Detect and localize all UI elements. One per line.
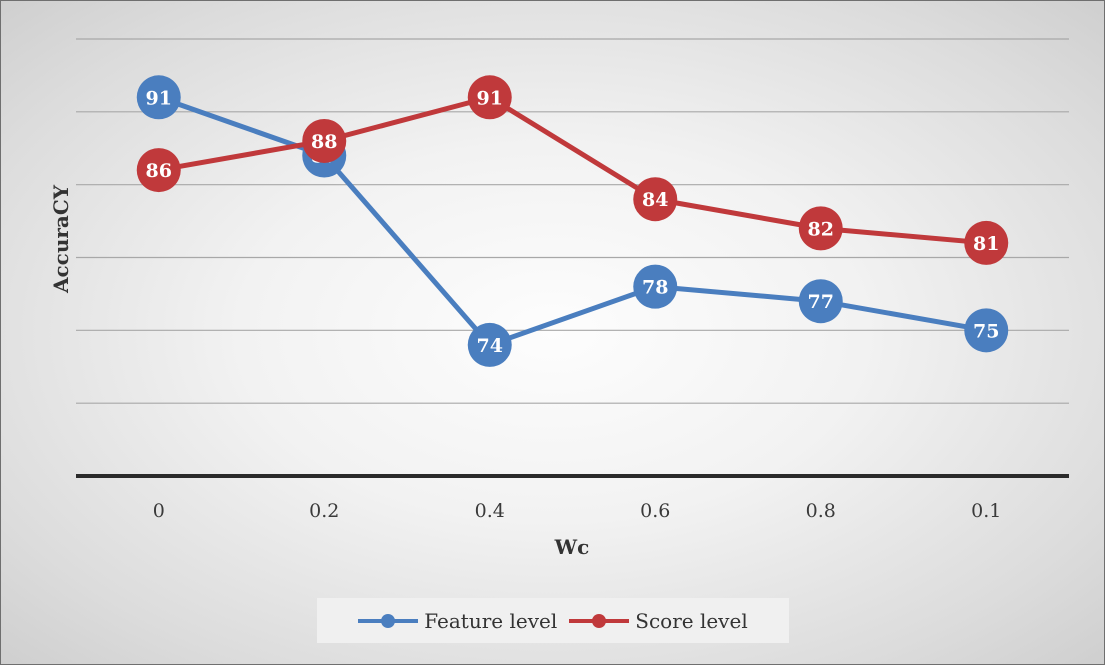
x-tick-label: 0.4: [475, 500, 505, 522]
data-point[interactable]: [798, 206, 843, 251]
x-tick-label: 0.8: [806, 500, 836, 522]
grid-lines: [76, 38, 1069, 404]
series-line: [156, 94, 989, 246]
series-score-level: 86 88 91 84 82 81: [136, 75, 1009, 265]
data-label: 75: [973, 320, 999, 342]
y-axis-title: AccuraCY: [49, 184, 73, 294]
x-tick-label: 0: [153, 500, 165, 522]
data-label: 88: [311, 131, 337, 153]
x-axis-title: Wc: [554, 535, 590, 559]
x-tick-label: 0.2: [309, 500, 339, 522]
data-point[interactable]: [136, 75, 181, 120]
legend-label-score-level: Score level: [635, 608, 748, 633]
series-feature-level: 918774787775: [136, 75, 1009, 367]
data-label: 84: [642, 189, 668, 211]
legend: Feature level Score level: [317, 598, 789, 643]
legend-marker-feature-level: [358, 613, 419, 628]
data-label: 82: [808, 218, 834, 240]
legend-marker-score-level: [569, 613, 630, 628]
data-label: 91: [146, 87, 172, 109]
x-tick-label: 0.1: [971, 500, 1001, 522]
legend-dot-icon: [381, 613, 396, 628]
data-point[interactable]: [633, 177, 678, 222]
data-label: 91: [477, 87, 503, 109]
data-point[interactable]: [964, 220, 1009, 265]
data-label: 86: [146, 160, 172, 182]
data-label: 81: [973, 233, 999, 255]
data-label: 78: [642, 277, 668, 299]
legend-item-score-level[interactable]: Score level: [569, 608, 748, 633]
data-label: 77: [808, 291, 834, 313]
data-point[interactable]: [136, 148, 181, 193]
x-tick-label: 0.6: [640, 500, 670, 522]
data-point[interactable]: [964, 308, 1009, 353]
data-point[interactable]: [633, 264, 678, 309]
data-point[interactable]: [467, 322, 512, 367]
data-point[interactable]: [798, 279, 843, 324]
data-point[interactable]: [302, 118, 347, 163]
x-axis-ticks: 0 0.2 0.4 0.6 0.8 0.1: [153, 500, 1002, 522]
legend-item-feature-level[interactable]: Feature level: [358, 609, 557, 633]
legend-dot-icon: [592, 613, 607, 628]
legend-label-feature-level: Feature level: [424, 608, 558, 633]
data-point[interactable]: [467, 75, 512, 120]
data-label: 74: [477, 335, 503, 357]
series-layer: 918774787775868891848281: [136, 75, 1009, 367]
series-line: [156, 94, 989, 348]
